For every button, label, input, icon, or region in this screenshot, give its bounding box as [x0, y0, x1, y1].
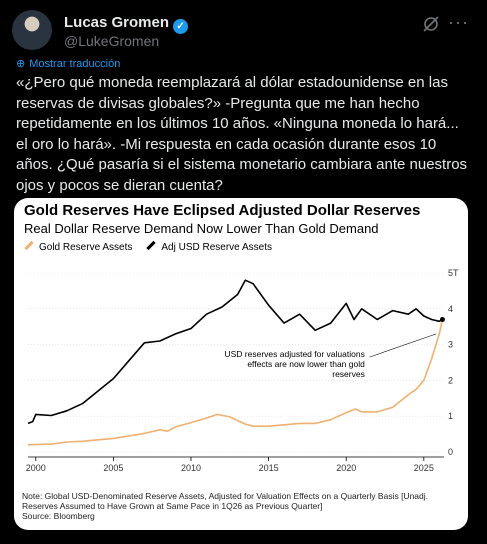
- legend-item-usd: Adj USD Reserve Assets: [146, 240, 272, 253]
- x-tick-label: 2005: [103, 463, 123, 473]
- translate-link[interactable]: ⊕ Mostrar traducción: [16, 57, 121, 71]
- grok-icon[interactable]: [421, 14, 441, 34]
- more-icon[interactable]: ···: [448, 12, 469, 32]
- x-tick-label: 2020: [336, 463, 356, 473]
- series-line-usd: [27, 279, 443, 425]
- chart-subtitle: Real Dollar Reserve Demand Now Lower Tha…: [24, 221, 379, 236]
- x-tick-label: 2010: [181, 463, 201, 473]
- tweet-text: «¿Pero qué moneda reemplazará al dólar e…: [16, 74, 468, 194]
- verified-badge-icon: ✓: [173, 19, 189, 34]
- translate-label: Mostrar traducción: [29, 57, 121, 70]
- chart-annotation: USD reserves adjusted for valuations effe…: [225, 349, 366, 379]
- series-line-gold: [27, 319, 444, 446]
- y-tick-label: 2: [448, 375, 453, 385]
- y-tick-label: 3: [448, 340, 453, 350]
- author-name[interactable]: Lucas Gromen ✓: [64, 14, 189, 34]
- intersection-point: [439, 317, 445, 323]
- avatar[interactable]: [12, 10, 52, 50]
- translate-icon: ⊕: [16, 58, 26, 70]
- chart-legend: Gold Reserve Assets Adj USD Reserve Asse…: [24, 240, 272, 253]
- line-chart: 0 1 2 3 4 5T 2000 2005 2010 2015 2020 2025 USD reser…: [26, 268, 459, 473]
- author-handle[interactable]: @LukeGromen: [64, 33, 160, 49]
- y-tick-label: 1: [448, 411, 453, 421]
- y-tick-label: 5T: [448, 268, 459, 278]
- x-tick-label: 2025: [414, 463, 434, 473]
- tweet-header: Lucas Gromen ✓ @LukeGromen ···: [12, 8, 475, 50]
- chart-title: Gold Reserves Have Eclipsed Adjusted Dol…: [24, 202, 421, 219]
- x-tick-label: 2015: [259, 463, 279, 473]
- legend-item-gold: Gold Reserve Assets: [24, 240, 132, 253]
- y-tick-label: 4: [448, 304, 453, 314]
- chart-note: Note: Global USD-Denominated Reserve Ass…: [22, 491, 462, 521]
- chart-card[interactable]: Gold Reserves Have Eclipsed Adjusted Dol…: [14, 198, 468, 530]
- chart-source: Source: Bloomberg: [22, 511, 95, 521]
- y-tick-label: 0: [448, 447, 453, 457]
- chart-note-text: Note: Global USD-Denominated Reserve Ass…: [22, 491, 428, 511]
- x-tick-label: 2000: [26, 463, 46, 473]
- annotation-leader: [369, 333, 437, 358]
